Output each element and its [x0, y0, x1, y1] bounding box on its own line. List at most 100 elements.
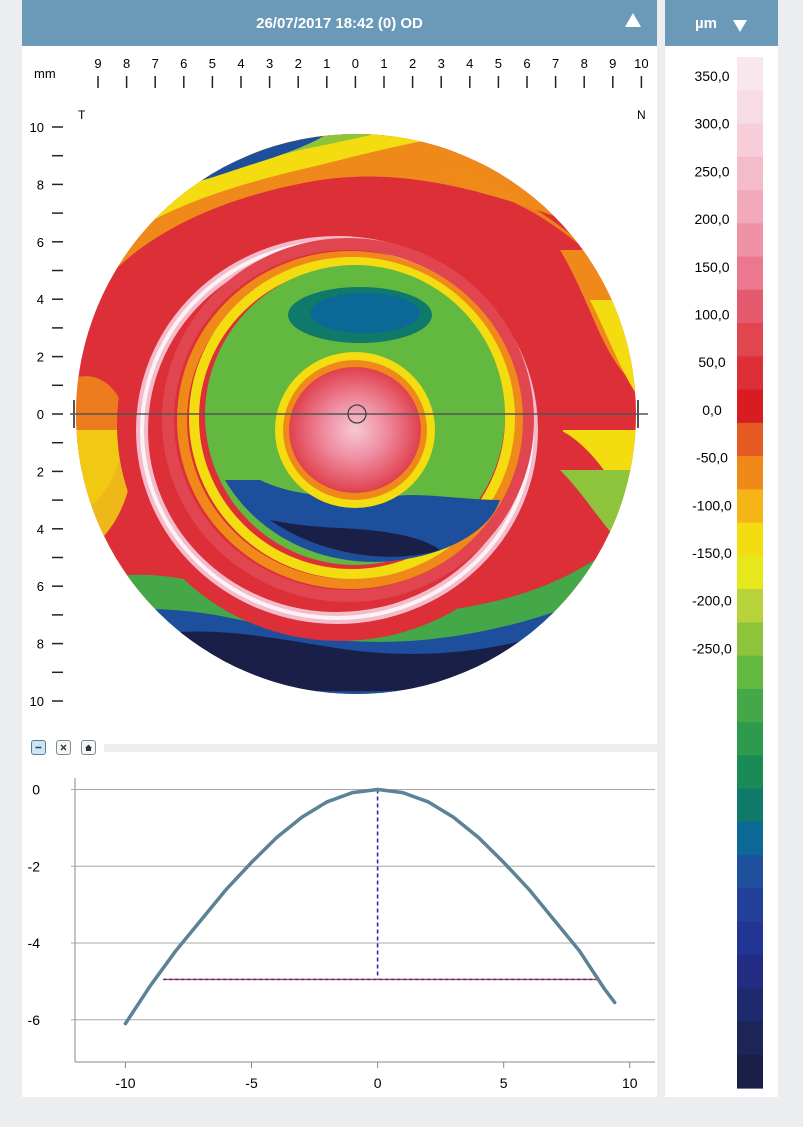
x-tick-label: -10 — [115, 1075, 135, 1091]
color-swatch — [737, 788, 763, 823]
color-swatch — [737, 954, 763, 989]
color-swatch — [737, 821, 763, 856]
left-tick-label: 0 — [37, 407, 44, 422]
left-tick-label: 6 — [37, 579, 44, 594]
collapse-arrow-icon[interactable] — [625, 13, 641, 27]
profile-reference-lines — [163, 789, 600, 981]
minus-icon — [35, 746, 42, 749]
top-tick-label: 2 — [409, 56, 416, 71]
y-tick-label: -2 — [28, 858, 41, 874]
scale-label: 300,0 — [694, 116, 729, 132]
left-tick-label: 10 — [30, 694, 44, 709]
top-tick-label: 3 — [438, 56, 445, 71]
profile-x-axis: -10 -5 0 5 10 — [115, 1062, 638, 1091]
scale-label: -250,0 — [692, 640, 732, 656]
cornea-map-field — [76, 134, 636, 694]
top-tick-label: 8 — [581, 56, 588, 71]
scale-label: -50,0 — [696, 450, 728, 466]
color-swatch — [737, 855, 763, 890]
nasal-label: N — [637, 108, 646, 122]
minus-button[interactable] — [31, 740, 46, 755]
top-tick-label: 5 — [209, 56, 216, 71]
top-tick-label: 6 — [523, 56, 530, 71]
y-tick-label: -6 — [28, 1012, 41, 1028]
color-swatch — [737, 422, 763, 457]
left-tick-label: 10 — [30, 120, 44, 135]
dropdown-arrow-icon — [733, 20, 747, 32]
left-tick-label: 4 — [37, 522, 44, 537]
color-swatch — [737, 57, 763, 91]
top-tick-label: 1 — [380, 56, 387, 71]
profile-series-line — [123, 787, 617, 1026]
top-tick-label: 9 — [609, 56, 616, 71]
color-swatch — [737, 622, 763, 657]
color-swatch — [737, 655, 763, 690]
top-tick-label: 2 — [295, 56, 302, 71]
color-swatch — [737, 988, 763, 1023]
y-tick-label: -4 — [28, 935, 41, 951]
color-swatch — [737, 190, 763, 224]
scale-label: 350,0 — [694, 68, 729, 84]
scale-label: 250,0 — [694, 163, 729, 179]
top-axis: 9 8 7 6 5 4 3 2 1 0 1 2 3 4 5 6 7 8 9 10 — [94, 56, 649, 88]
color-swatch — [737, 921, 763, 956]
top-tick-label: 4 — [237, 56, 244, 71]
color-swatch — [737, 223, 763, 258]
close-button[interactable] — [56, 740, 71, 755]
color-scale-bar — [737, 57, 763, 1089]
profile-y-axis: 0 -2 -4 -6 — [28, 782, 41, 1028]
scale-label: -100,0 — [692, 497, 732, 513]
color-swatch — [737, 888, 763, 923]
color-swatch — [737, 123, 763, 158]
color-swatch — [737, 456, 763, 490]
top-tick-label: 7 — [152, 56, 159, 71]
apex-marker — [347, 404, 367, 424]
color-swatch — [737, 522, 763, 557]
color-swatch — [737, 256, 763, 291]
left-tick-label: 8 — [37, 637, 44, 652]
temporal-label: T — [78, 108, 86, 122]
top-tick-label: 1 — [323, 56, 330, 71]
unit-label: µm — [695, 15, 717, 32]
left-tick-label: 2 — [37, 464, 44, 479]
color-swatch — [737, 589, 763, 623]
top-tick-label: 10 — [634, 56, 648, 71]
color-swatch — [737, 722, 763, 757]
color-swatch — [737, 323, 763, 357]
toolbar-separator — [104, 744, 657, 752]
left-axis: 10 8 6 4 2 0 2 4 6 8 10 — [30, 120, 63, 709]
topography-map[interactable]: mm T N 9 8 7 6 5 4 3 2 1 0 1 2 3 4 5 6 7 8 9 10 10864202468… — [0, 46, 660, 736]
unit-selector[interactable]: µm — [665, 0, 778, 46]
left-tick-label: 8 — [37, 177, 44, 192]
color-swatch — [737, 1054, 763, 1089]
top-tick-label: 0 — [352, 56, 359, 71]
left-tick-label: 2 — [37, 350, 44, 365]
top-tick-label: 3 — [266, 56, 273, 71]
x-tick-label: 0 — [374, 1075, 382, 1091]
x-tick-label: 5 — [500, 1075, 508, 1091]
color-scale-labels: 350,0 300,0 250,0 200,0 150,0 100,0 50,0 0,0 -50… — [692, 68, 732, 656]
color-swatch — [737, 555, 763, 590]
scale-label: -150,0 — [692, 545, 732, 561]
y-tick-label: 0 — [32, 782, 40, 798]
top-tick-label: 9 — [94, 56, 101, 71]
top-tick-label: 7 — [552, 56, 559, 71]
top-tick-label: 6 — [180, 56, 187, 71]
map-header: 26/07/2017 18:42 (0) OD — [22, 0, 657, 46]
scale-label: -200,0 — [692, 593, 732, 609]
color-swatch — [737, 389, 763, 424]
mm-label: mm — [34, 66, 56, 81]
close-x-icon — [60, 744, 67, 751]
profile-grid — [71, 778, 655, 1063]
color-swatch — [737, 156, 763, 191]
home-button[interactable] — [81, 740, 96, 755]
scale-label: 0,0 — [702, 402, 722, 418]
scale-label: 50,0 — [698, 354, 725, 370]
color-swatch — [737, 489, 763, 524]
color-swatch — [737, 90, 763, 125]
top-tick-label: 8 — [123, 56, 130, 71]
scale-label: 200,0 — [694, 211, 729, 227]
profile-chart: 0 -2 -4 -6 -10 -5 0 5 10 — [28, 778, 655, 1091]
color-swatch — [737, 1021, 763, 1056]
left-tick-label: 4 — [37, 292, 44, 307]
